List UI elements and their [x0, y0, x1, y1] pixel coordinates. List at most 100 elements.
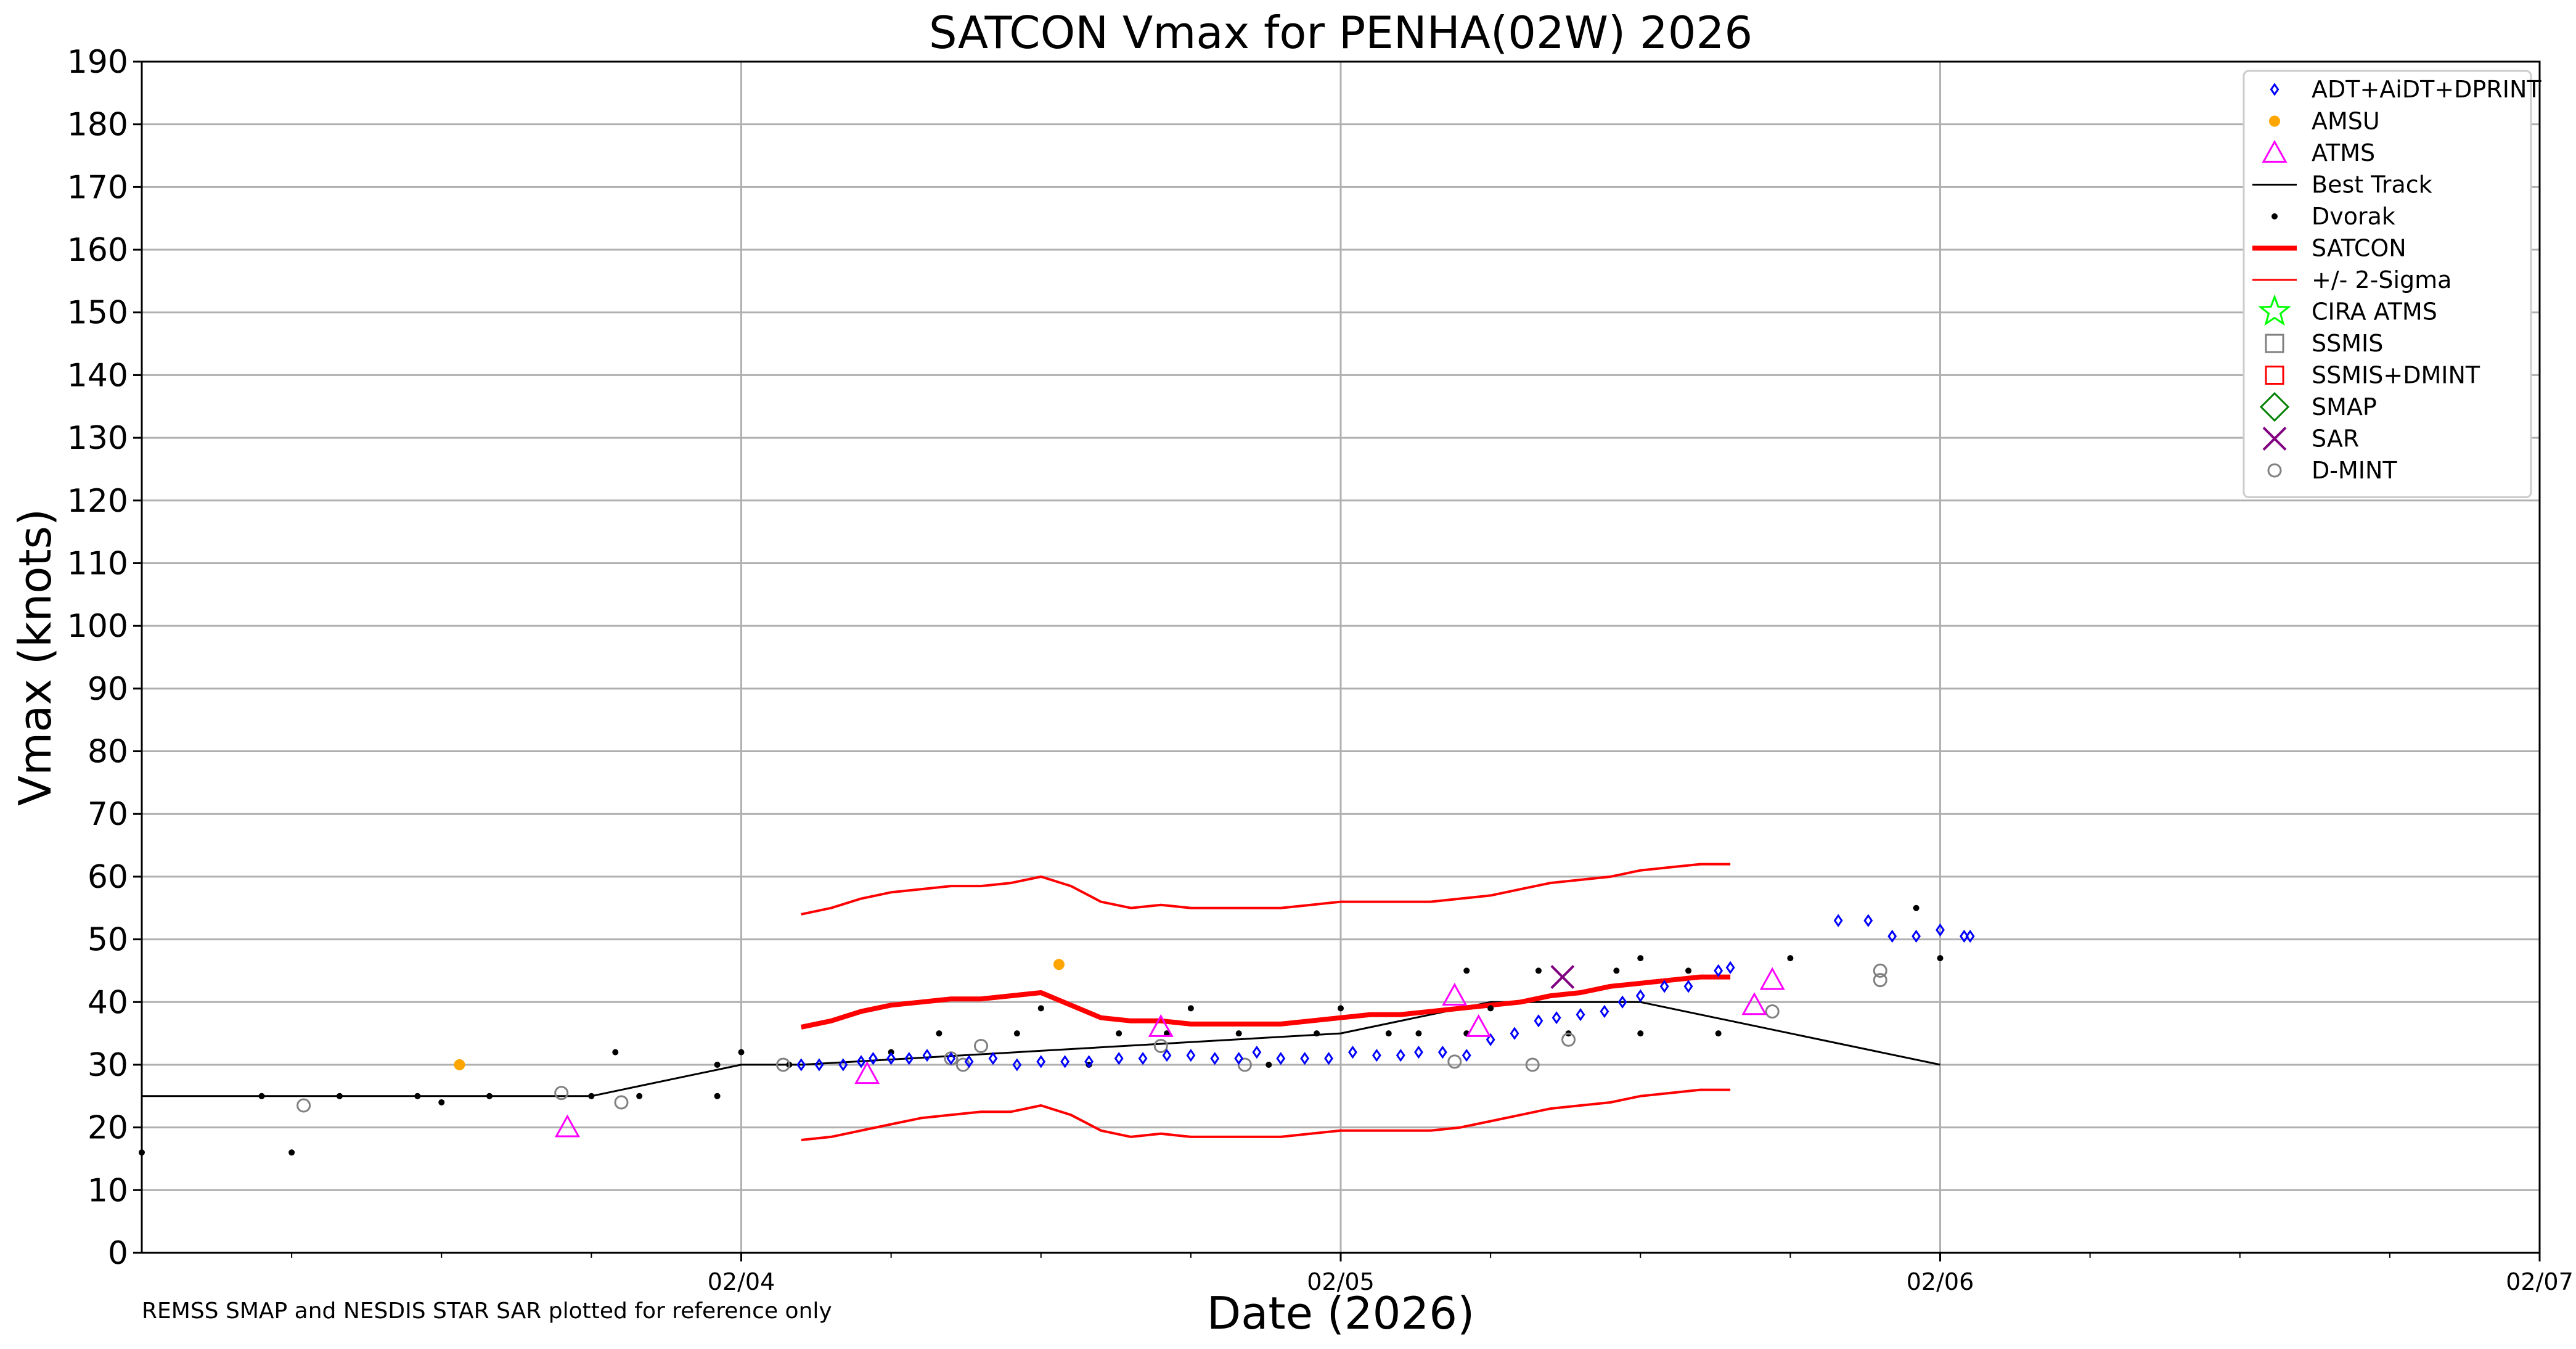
legend-label: SMAP — [2312, 393, 2377, 420]
dvorak-point — [738, 1049, 745, 1056]
adt-point — [1138, 1052, 1148, 1065]
adt-point — [1162, 1049, 1172, 1062]
dmint-point — [1561, 1032, 1576, 1047]
dvorak-point — [1535, 967, 1542, 974]
sar-point — [1550, 965, 1575, 990]
legend-label: ATMS — [2312, 139, 2375, 166]
legend-item: ADT+AiDT+DPRINT — [2270, 76, 2541, 103]
dvorak-point — [1116, 1030, 1122, 1037]
dvorak-point — [1163, 1030, 1170, 1037]
adt-point — [904, 1052, 914, 1065]
adt-point — [1887, 929, 1897, 943]
dvorak-point — [336, 1093, 343, 1099]
x-tick-label: 02/07 — [2506, 1268, 2574, 1295]
atms-point — [1148, 1014, 1174, 1037]
dmint-point — [1447, 1054, 1462, 1069]
adt-point — [1300, 1052, 1310, 1065]
adt-point — [1462, 1049, 1471, 1062]
dvorak-point — [714, 1061, 721, 1068]
adt-point — [1413, 1045, 1423, 1059]
dvorak-point — [1487, 1005, 1494, 1012]
adt-point — [1396, 1049, 1405, 1062]
dvorak-point — [936, 1030, 942, 1037]
x-tick-label: 02/05 — [1307, 1268, 1375, 1295]
dvorak-point — [1613, 967, 1620, 974]
adt-point — [946, 1052, 956, 1065]
adt-point — [922, 1049, 932, 1062]
adt-point — [1186, 1049, 1196, 1062]
y-tick-label: 20 — [88, 1110, 128, 1147]
adt-point — [988, 1052, 998, 1065]
adt-point — [1683, 980, 1693, 993]
dvorak-point — [1013, 1030, 1020, 1037]
legend-item: AMSU — [2269, 108, 2380, 135]
y-tick-label: 0 — [108, 1235, 128, 1272]
adt-point — [1234, 1052, 1244, 1065]
adt-point — [1348, 1045, 1357, 1059]
y-tick-label: 70 — [88, 796, 128, 833]
dmint-point — [1153, 1038, 1168, 1053]
adt-point — [1510, 1027, 1519, 1040]
legend-item: SAR — [2262, 425, 2359, 453]
legend-item: +/- 2-Sigma — [2252, 266, 2451, 293]
legend-marker — [2262, 427, 2287, 451]
adt-point — [1725, 961, 1735, 974]
legend-marker — [2271, 213, 2278, 219]
y-tick-label: 100 — [67, 608, 128, 645]
legend-marker — [2269, 115, 2280, 127]
legend-item: Best Track — [2252, 171, 2432, 199]
adt-point — [964, 1055, 974, 1068]
axis-ticks: 0 10 20 30 40 50 60 70 80 90 100 110 120 130 140 150 160… — [67, 44, 2574, 1295]
legend-label: CIRA ATMS — [2312, 298, 2437, 326]
legend-marker — [2265, 366, 2284, 385]
y-axis-label: Vmax (knots) — [9, 509, 61, 806]
legend-label: SAR — [2312, 425, 2359, 453]
atms-point — [1759, 967, 1785, 990]
dvorak-point — [1338, 1005, 1344, 1012]
adt-point — [886, 1052, 896, 1065]
footnote: REMSS SMAP and NESDIS STAR SAR plotted f… — [142, 1298, 832, 1324]
legend-item: D-MINT — [2267, 457, 2397, 484]
x-axis-label: Date (2026) — [1207, 1287, 1474, 1339]
adt-point — [1084, 1055, 1094, 1068]
adt-point — [1912, 929, 1921, 943]
dvorak-point — [1685, 967, 1692, 974]
adt-point — [1965, 929, 1975, 943]
x-tick-label: 02/06 — [1907, 1268, 1974, 1295]
dvorak-point — [1913, 904, 1920, 911]
adt-point — [1060, 1055, 1070, 1068]
dvorak-point — [1037, 1005, 1044, 1012]
adt-point — [1635, 989, 1645, 1003]
dvorak-point — [1187, 1005, 1194, 1012]
y-tick-label: 120 — [67, 483, 128, 520]
dmint-point — [1873, 973, 1887, 988]
adt-point — [1276, 1052, 1286, 1065]
legend-label: Dvorak — [2312, 203, 2395, 230]
adt-point — [1114, 1052, 1124, 1065]
y-tick-label: 160 — [67, 232, 128, 269]
adt-point — [1833, 914, 1843, 927]
dvorak-point — [258, 1093, 265, 1099]
amsu-point — [1053, 959, 1065, 970]
best-track-line — [142, 1001, 1940, 1097]
dvorak-point — [1385, 1030, 1392, 1037]
legend-label: SSMIS+DMINT — [2312, 362, 2480, 389]
dvorak-point — [1235, 1030, 1242, 1037]
adt-point — [1863, 914, 1873, 927]
chart-title: SATCON Vmax for PENHA(02W) 2026 — [929, 7, 1752, 59]
adt-point — [1012, 1058, 1022, 1072]
adt-point — [1036, 1055, 1046, 1068]
legend-item: Dvorak — [2271, 203, 2395, 230]
adt-point — [1959, 929, 1969, 943]
dvorak-point — [1937, 955, 1944, 962]
legend-item: SSMIS — [2265, 330, 2383, 357]
dmint-point — [1525, 1057, 1540, 1072]
legend: ADT+AiDT+DPRINT AMSU ATMS Best Track Dvorak S… — [2243, 70, 2541, 498]
adt-point — [796, 1058, 806, 1072]
plot-series — [139, 863, 1975, 1156]
y-tick-label: 30 — [88, 1047, 128, 1084]
legend-label: SATCON — [2312, 235, 2406, 262]
y-tick-label: 170 — [67, 169, 128, 206]
y-tick-label: 190 — [67, 44, 128, 81]
